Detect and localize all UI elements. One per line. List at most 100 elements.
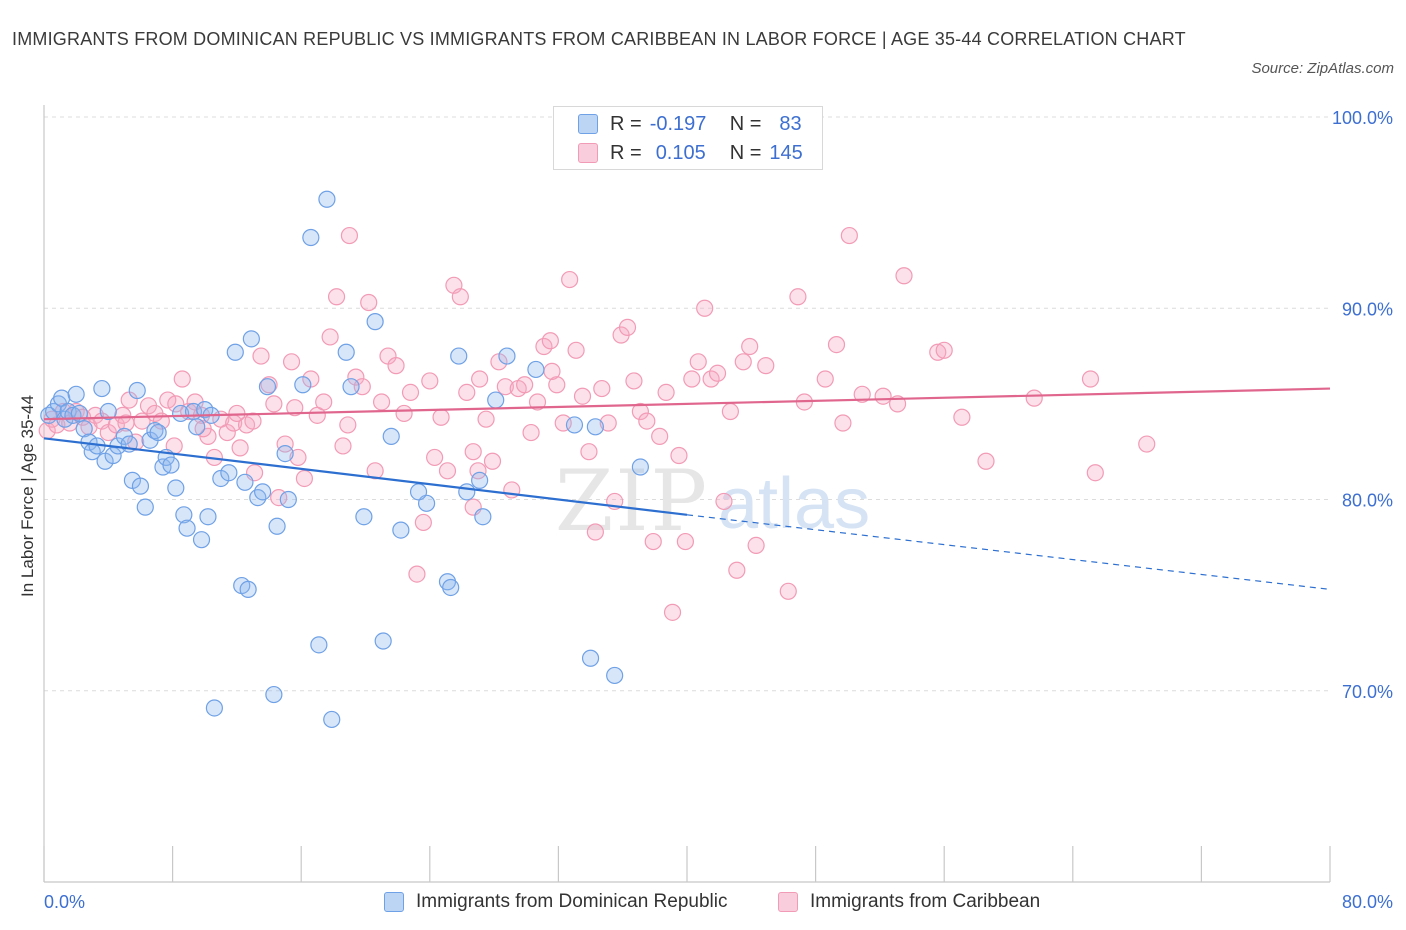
point-dominican bbox=[442, 578, 460, 597]
bottom-legend-label-dominican: Immigrants from Dominican Republic bbox=[416, 891, 728, 912]
point-dominican bbox=[409, 483, 428, 501]
point-dominican bbox=[474, 508, 492, 526]
point-caribbean bbox=[561, 270, 579, 289]
point-caribbean bbox=[1081, 370, 1100, 388]
x-tick-label: 0.0% bbox=[44, 892, 85, 912]
point-caribbean bbox=[1086, 464, 1104, 482]
series-caribbean-points bbox=[38, 226, 1156, 621]
point-caribbean bbox=[516, 376, 534, 394]
point-caribbean bbox=[528, 393, 547, 411]
stats-legend: R = -0.197 N = 83 R = 0.105 N = 145 bbox=[553, 106, 823, 170]
point-dominican bbox=[355, 508, 373, 526]
point-caribbean bbox=[282, 353, 301, 371]
point-caribbean bbox=[696, 299, 714, 317]
point-caribbean bbox=[721, 402, 740, 421]
watermark: ZIP atlas bbox=[555, 452, 870, 550]
point-caribbean bbox=[438, 462, 457, 480]
point-caribbean bbox=[541, 332, 559, 350]
tick-labels: 100.0% 90.0% 80.0% 70.0% 0.0% 80.0% bbox=[44, 108, 1393, 912]
point-caribbean bbox=[231, 439, 249, 457]
point-caribbean bbox=[953, 408, 971, 426]
legend-row-dominican: R = -0.197 N = 83 bbox=[578, 112, 802, 136]
point-dominican bbox=[268, 517, 286, 535]
point-caribbean bbox=[580, 443, 598, 461]
legend-r-value-caribbean: 0.105 bbox=[655, 141, 706, 164]
point-dominican bbox=[175, 506, 193, 524]
y-tick-label: 80.0% bbox=[1342, 491, 1393, 511]
point-caribbean bbox=[414, 513, 432, 532]
point-dominican bbox=[162, 456, 180, 474]
point-dominican bbox=[75, 420, 93, 438]
point-dominican bbox=[236, 473, 254, 491]
point-caribbean bbox=[286, 399, 304, 417]
point-dominican bbox=[131, 477, 150, 495]
bottom-legend-swatch-dominican bbox=[384, 892, 404, 912]
point-caribbean bbox=[548, 376, 566, 394]
y-tick-label: 70.0% bbox=[1342, 682, 1393, 702]
chart-title: IMMIGRANTS FROM DOMINICAN REPUBLIC VS IM… bbox=[12, 29, 1186, 49]
point-caribbean bbox=[741, 337, 759, 356]
point-dominican bbox=[382, 427, 400, 445]
point-caribbean bbox=[593, 379, 611, 398]
legend-n-value-dominican: 83 bbox=[779, 112, 802, 135]
point-caribbean bbox=[289, 448, 307, 467]
point-caribbean bbox=[265, 395, 283, 413]
point-caribbean bbox=[360, 293, 378, 312]
point-caribbean bbox=[586, 523, 604, 541]
point-caribbean bbox=[276, 435, 294, 453]
point-caribbean bbox=[218, 423, 236, 442]
point-caribbean bbox=[631, 402, 649, 421]
point-dominican bbox=[192, 531, 211, 549]
x-tick-label: 80.0% bbox=[1342, 892, 1393, 912]
watermark-atlas: atlas bbox=[718, 464, 870, 544]
bottom-legend-swatch-caribbean bbox=[778, 892, 798, 912]
point-caribbean bbox=[321, 328, 339, 346]
point-caribbean bbox=[670, 446, 688, 465]
point-caribbean bbox=[734, 353, 752, 371]
point-dominican bbox=[172, 404, 190, 423]
legend-row-caribbean: R = 0.105 N = 145 bbox=[578, 141, 803, 165]
point-caribbean bbox=[827, 335, 846, 354]
legend-n-label: N = bbox=[729, 112, 762, 135]
point-caribbean bbox=[1138, 435, 1156, 453]
point-caribbean bbox=[573, 387, 592, 405]
point-caribbean bbox=[167, 395, 185, 413]
point-caribbean bbox=[816, 370, 834, 388]
point-caribbean bbox=[929, 343, 947, 361]
point-caribbean bbox=[395, 404, 413, 423]
source-credit: Source: ZipAtlas.com bbox=[1251, 60, 1394, 77]
bottom-legend-caribbean: Immigrants from Caribbean bbox=[778, 888, 1040, 916]
point-caribbean bbox=[173, 370, 191, 388]
point-dominican bbox=[565, 416, 584, 434]
point-caribbean bbox=[334, 437, 352, 455]
point-dominican bbox=[581, 649, 600, 667]
point-dominican bbox=[366, 313, 384, 331]
point-caribbean bbox=[840, 226, 858, 245]
point-dominican bbox=[196, 401, 214, 419]
y-tick-label: 100.0% bbox=[1332, 108, 1393, 128]
point-caribbean bbox=[458, 383, 476, 401]
point-caribbean bbox=[728, 561, 746, 579]
legend-r-label: R = bbox=[610, 141, 642, 164]
point-caribbean bbox=[834, 414, 852, 432]
point-caribbean bbox=[638, 412, 656, 430]
point-dominican bbox=[205, 699, 223, 717]
point-caribbean bbox=[895, 267, 913, 285]
point-dominican bbox=[258, 378, 277, 396]
point-caribbean bbox=[625, 372, 643, 390]
point-caribbean bbox=[789, 288, 807, 306]
axes bbox=[43, 105, 1331, 883]
point-caribbean bbox=[252, 347, 270, 365]
point-dominican bbox=[337, 343, 355, 361]
point-dominican bbox=[276, 445, 294, 463]
legend-swatch-dominican bbox=[578, 114, 598, 134]
bottom-legend-dominican: Immigrants from Dominican Republic bbox=[384, 888, 728, 916]
point-dominican bbox=[450, 347, 468, 365]
point-caribbean bbox=[663, 603, 682, 621]
point-caribbean bbox=[708, 364, 727, 382]
point-caribbean bbox=[421, 372, 439, 390]
point-caribbean bbox=[496, 378, 514, 396]
point-caribbean bbox=[339, 416, 357, 434]
point-dominican bbox=[302, 228, 320, 247]
point-caribbean bbox=[117, 414, 135, 432]
